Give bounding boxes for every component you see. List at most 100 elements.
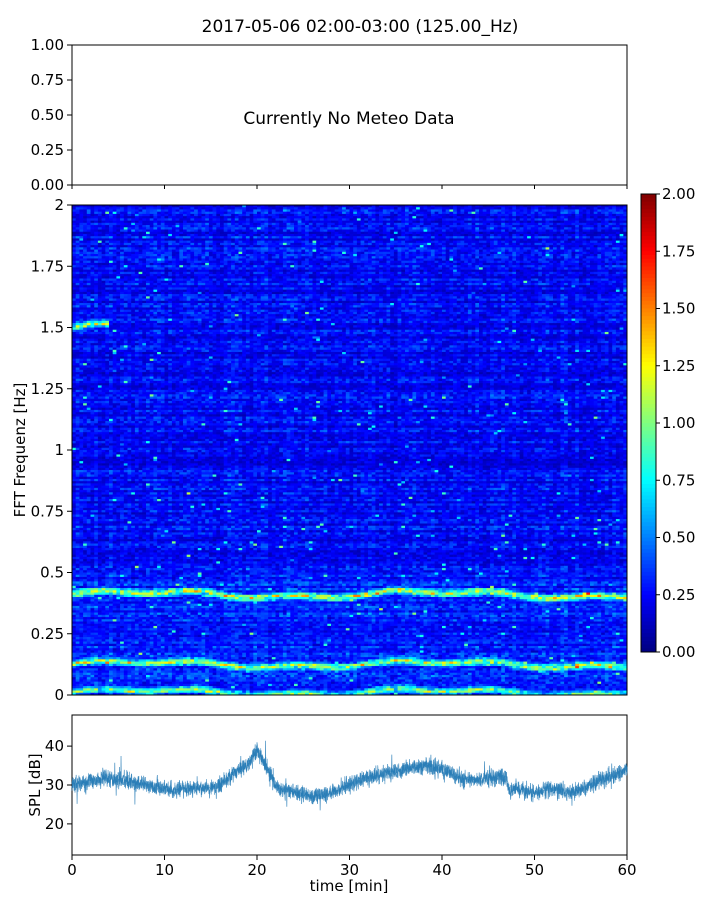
spectrogram-cell bbox=[553, 232, 557, 235]
spectrogram-cell bbox=[157, 212, 161, 215]
spectrogram-cell bbox=[412, 216, 416, 219]
spectrogram-cell bbox=[387, 270, 391, 273]
spectrogram-cell bbox=[320, 234, 324, 237]
spectrogram-cell bbox=[272, 207, 276, 210]
spectrogram-cell bbox=[501, 238, 505, 241]
spectrogram-cell bbox=[475, 267, 479, 270]
spectrogram-cell bbox=[342, 258, 346, 261]
spectrogram-cell bbox=[150, 207, 154, 210]
spectrogram-cell bbox=[427, 267, 431, 270]
spectrogram-cell bbox=[597, 209, 601, 212]
spectrogram-cell bbox=[431, 230, 435, 233]
spectrogram-cell bbox=[498, 247, 502, 250]
spectrogram-cell bbox=[253, 209, 257, 212]
spectrogram-cell bbox=[427, 250, 431, 253]
spectrogram-cell bbox=[227, 274, 231, 277]
spectrogram-cell bbox=[324, 245, 328, 248]
spectrogram-cell bbox=[227, 223, 231, 226]
spectrogram-cell bbox=[124, 256, 128, 259]
spectrogram-cell bbox=[479, 247, 483, 250]
spectrogram-cell bbox=[257, 243, 261, 246]
spectrogram-cell bbox=[150, 272, 154, 275]
spectrogram-cell bbox=[105, 245, 109, 248]
spectrogram-cell bbox=[361, 209, 365, 212]
spectrogram-cell bbox=[168, 216, 172, 219]
spectrogram-cell bbox=[546, 270, 550, 273]
spectrogram-cell bbox=[194, 258, 198, 261]
spectrogram-cell bbox=[387, 254, 391, 257]
spectrogram-cell bbox=[572, 263, 576, 266]
spectrogram-cell bbox=[87, 250, 91, 253]
spectrogram-cell bbox=[113, 214, 117, 217]
spectrogram-cell bbox=[520, 234, 524, 237]
spectrogram-cell bbox=[468, 270, 472, 273]
spectrogram-cell bbox=[120, 207, 124, 210]
spectrogram-cell bbox=[131, 236, 135, 239]
spectrogram-cell bbox=[590, 247, 594, 250]
spectrogram-cell bbox=[586, 232, 590, 235]
spectrogram-cell bbox=[490, 247, 494, 250]
spectrogram-cell bbox=[246, 225, 250, 228]
spectrogram-cell bbox=[449, 230, 453, 233]
spectrogram-cell bbox=[124, 270, 128, 273]
spectrogram-cell bbox=[239, 232, 243, 235]
spectrogram-cell bbox=[235, 223, 239, 226]
spectrogram-cell bbox=[257, 225, 261, 228]
spectrogram-cell bbox=[276, 241, 280, 244]
spectrogram-cell bbox=[601, 256, 605, 259]
spectrogram-cell bbox=[309, 232, 313, 235]
spectrogram-cell bbox=[531, 214, 535, 217]
spectrogram-cell bbox=[394, 263, 398, 266]
spectrogram-cell bbox=[538, 267, 542, 270]
spectrogram-cell bbox=[549, 265, 553, 268]
spectrogram-cell bbox=[446, 258, 450, 261]
spectrogram-cell bbox=[564, 247, 568, 250]
spectrogram-cell bbox=[464, 209, 468, 212]
spectrogram-cell bbox=[616, 272, 620, 275]
spectrogram-cell bbox=[176, 256, 180, 259]
spectrogram-cell bbox=[379, 214, 383, 217]
spectrogram-cell bbox=[253, 227, 257, 230]
spectrogram-cell bbox=[142, 250, 146, 253]
spectrogram-cell bbox=[527, 263, 531, 266]
spectrogram-cell bbox=[405, 261, 409, 264]
spectrogram-cell bbox=[523, 270, 527, 273]
spectrogram-cell bbox=[205, 212, 209, 215]
spectrogram-cell bbox=[79, 258, 83, 261]
spectrogram-cell bbox=[305, 241, 309, 244]
spectrogram-cell bbox=[568, 254, 572, 257]
spectrogram-cell bbox=[250, 245, 254, 248]
spectrogram-cell bbox=[590, 227, 594, 230]
spectrogram-cell bbox=[368, 245, 372, 248]
spectrogram-cell bbox=[327, 221, 331, 224]
spectrogram-cell bbox=[290, 267, 294, 270]
spectrogram-cell bbox=[135, 250, 139, 253]
spectrogram-cell bbox=[305, 216, 309, 219]
spectrogram-cell bbox=[346, 265, 350, 268]
spectrogram-cell bbox=[309, 225, 313, 228]
spectrogram-cell bbox=[438, 241, 442, 244]
spectrogram-cell bbox=[298, 225, 302, 228]
spectrogram-cell bbox=[479, 207, 483, 210]
spectrogram-cell bbox=[412, 241, 416, 244]
spectrogram-cell bbox=[264, 256, 268, 259]
spectrogram-cell bbox=[535, 267, 539, 270]
spectrogram-cell bbox=[372, 241, 376, 244]
spectrogram-cell bbox=[590, 256, 594, 259]
spectrogram-cell bbox=[483, 207, 487, 210]
spectrogram-cell bbox=[431, 250, 435, 253]
spectrogram-cell bbox=[105, 243, 109, 246]
spectrogram-cell bbox=[309, 243, 313, 246]
spectrogram-cell bbox=[368, 232, 372, 235]
spectrogram-cell bbox=[512, 256, 516, 259]
spectrogram-cell bbox=[276, 256, 280, 259]
spectrogram-cell bbox=[172, 232, 176, 235]
spectrogram-cell bbox=[583, 234, 587, 237]
spectrogram-cell bbox=[120, 256, 124, 259]
spectrogram-cell bbox=[442, 214, 446, 217]
spectrogram-cell bbox=[124, 241, 128, 244]
spectrogram-cell bbox=[416, 218, 420, 221]
spectrogram-cell bbox=[335, 209, 339, 212]
spectrogram-cell bbox=[505, 212, 509, 215]
spectrogram-cell bbox=[372, 258, 376, 261]
